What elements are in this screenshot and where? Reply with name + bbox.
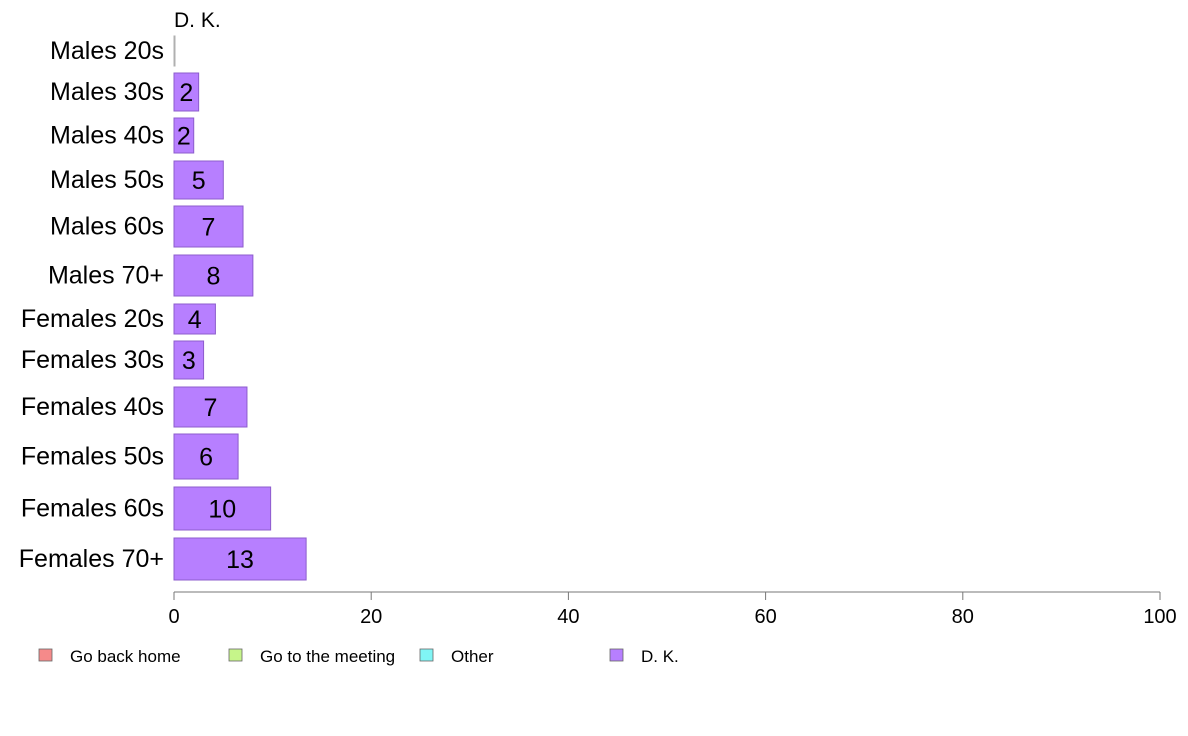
data-label: 4	[188, 306, 202, 334]
category-label: Females 70+	[19, 545, 164, 573]
category-label: Males 30s	[50, 78, 164, 106]
x-tick-label: 0	[168, 606, 179, 628]
bar	[173, 117, 195, 154]
bar	[173, 205, 244, 248]
legend-label: Go to the meeting	[260, 647, 395, 666]
data-label: 3	[182, 347, 196, 375]
category-label: Males 50s	[50, 166, 164, 194]
data-label: 7	[204, 394, 218, 422]
category-label: Females 50s	[21, 443, 164, 471]
legend-swatch	[609, 648, 624, 662]
bars	[173, 35, 307, 581]
data-label: 2	[177, 123, 191, 151]
legend-label: D. K.	[641, 647, 679, 666]
legend-swatch	[228, 648, 243, 662]
x-axis: 0 20 40 60 80 100	[168, 591, 1177, 628]
category-label: Males 20s	[50, 37, 164, 65]
category-label: Females 20s	[21, 305, 164, 333]
category-labels: Males 20s Males 30s Males 40s Males 50s Male…	[19, 37, 164, 573]
category-label: Males 70+	[48, 262, 164, 290]
data-label: 2	[179, 79, 193, 107]
data-label: 10	[208, 496, 236, 524]
data-label: 8	[206, 263, 220, 291]
data-label: 13	[226, 546, 254, 574]
legend-label: Other	[451, 647, 494, 666]
x-tick-label: 60	[754, 606, 776, 628]
bar	[173, 303, 216, 335]
bar	[173, 386, 248, 428]
panel-title: D. K.	[174, 9, 221, 32]
bar	[173, 72, 200, 112]
x-tick-label: 20	[360, 606, 382, 628]
x-tick-label: 80	[952, 606, 974, 628]
bar	[173, 537, 307, 581]
bar	[173, 486, 272, 531]
bar	[173, 160, 224, 200]
category-label: Males 40s	[50, 122, 164, 150]
category-label: Females 60s	[21, 495, 164, 523]
category-label: Females 30s	[21, 346, 164, 374]
legend-label: Go back home	[70, 647, 181, 666]
legend-swatch	[419, 648, 434, 662]
data-label: 6	[199, 444, 213, 472]
category-label: Females 40s	[21, 393, 164, 421]
x-tick-label: 100	[1143, 606, 1176, 628]
bar	[173, 254, 254, 297]
data-label: 5	[192, 167, 206, 195]
category-label: Males 60s	[50, 213, 164, 241]
bar	[173, 340, 205, 380]
bar	[173, 433, 239, 480]
bar	[173, 35, 176, 67]
legend: Go back home Go to the meeting Other D. K.	[38, 647, 679, 666]
x-tick-label: 40	[557, 606, 579, 628]
data-label: 7	[202, 214, 216, 242]
legend-swatch	[38, 648, 53, 662]
